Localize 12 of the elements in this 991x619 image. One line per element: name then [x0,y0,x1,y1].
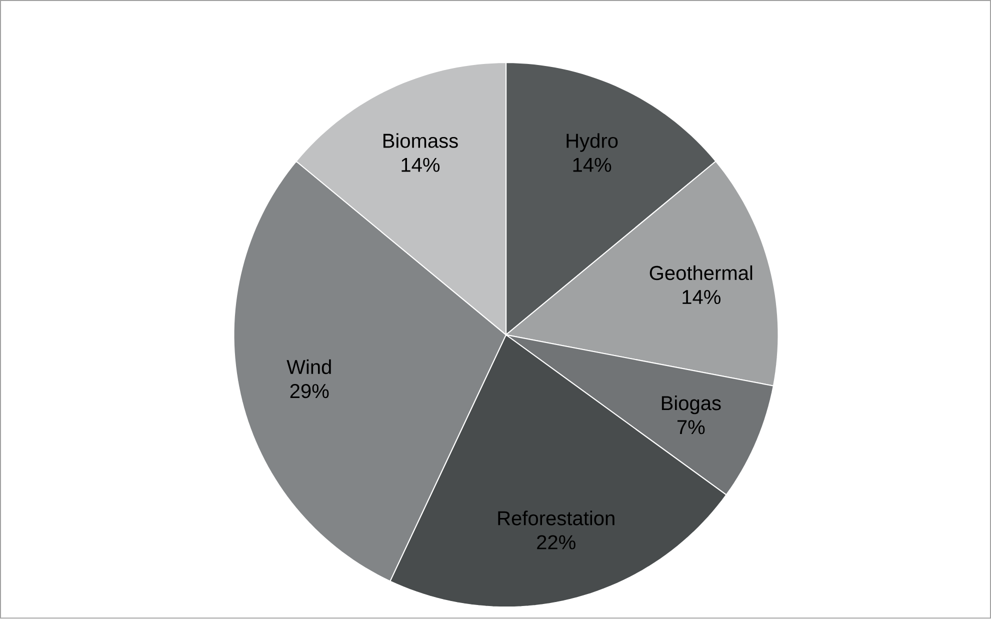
slice-label: Hydro [566,133,618,152]
data-label: 14% [682,290,720,304]
slice-label: Biomass [383,133,458,148]
data-label: 22% [537,535,576,550]
data-label: 29% [290,384,329,398]
slice-label: Biogas [662,396,721,414]
data-label: 7% [677,420,705,434]
data-label: 14% [402,158,440,172]
slice-label: Reforestation [498,510,614,526]
data-label: 14% [573,158,612,172]
slice-label: Wind [286,360,331,374]
slice-label: Geothermal [650,266,752,280]
